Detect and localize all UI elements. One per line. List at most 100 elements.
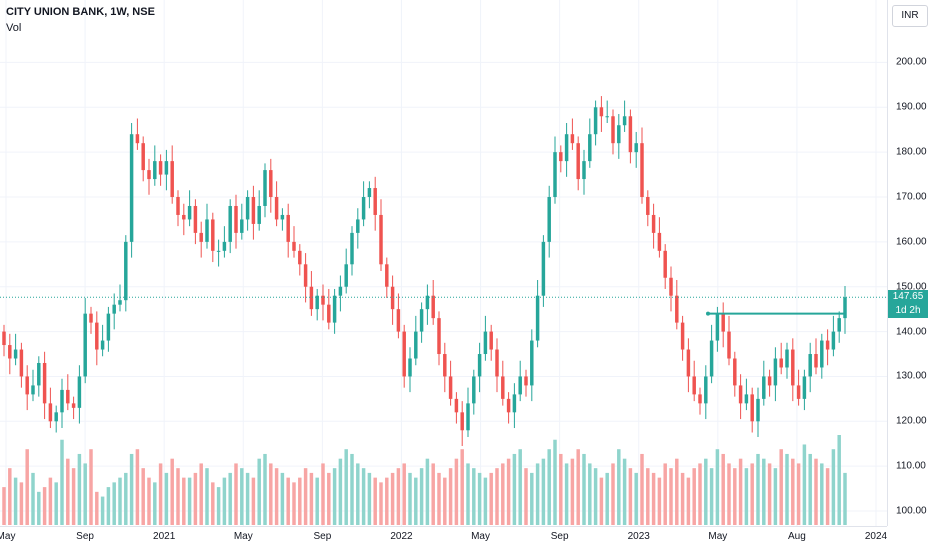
- volume-bar: [379, 482, 383, 525]
- candle-body: [617, 125, 621, 144]
- candle-body: [646, 197, 650, 215]
- volume-bar: [802, 444, 807, 525]
- volume-bar: [454, 458, 459, 525]
- candle-body: [814, 354, 818, 368]
- volume-bar: [286, 477, 290, 525]
- volume-bar: [663, 463, 667, 525]
- price-tick-label: 160.00: [896, 236, 927, 248]
- candle-body: [593, 107, 598, 135]
- time-axis[interactable]: [0, 526, 887, 551]
- candle-body: [541, 241, 546, 296]
- volume-bar: [837, 435, 841, 525]
- candle-body: [796, 385, 801, 399]
- candle-body: [31, 385, 35, 395]
- volume-bar: [216, 487, 221, 525]
- candle-body: [518, 376, 522, 395]
- volume-bar: [762, 458, 766, 525]
- candle-body: [698, 394, 702, 404]
- candle-body: [472, 376, 476, 404]
- candle-body: [216, 250, 221, 252]
- candle-body: [663, 250, 667, 278]
- volume-bar: [443, 477, 447, 525]
- volume-bar: [448, 468, 453, 525]
- volume-bar: [280, 472, 285, 525]
- volume-bar: [721, 453, 725, 525]
- candle-body: [651, 214, 656, 233]
- volume-bar: [530, 472, 534, 525]
- volume-bar: [460, 449, 464, 525]
- price-tick-label: 150.00: [896, 281, 927, 293]
- volume-bar: [263, 453, 267, 525]
- price-tick-label: 110.00: [896, 460, 926, 472]
- volume-bar: [385, 477, 389, 525]
- volume-bar: [750, 463, 754, 525]
- price-axis[interactable]: [887, 0, 932, 526]
- candle-body: [37, 362, 41, 386]
- candle-body: [506, 398, 511, 413]
- candle-body: [373, 188, 377, 215]
- volume-bar: [66, 458, 70, 525]
- volume-bar: [669, 468, 673, 525]
- volume-bar: [634, 472, 638, 525]
- candle-body: [118, 300, 122, 305]
- candle-body: [298, 250, 302, 265]
- candle-body: [199, 232, 203, 242]
- volume-bar: [570, 458, 575, 525]
- candle-body: [605, 116, 609, 118]
- candle-body: [332, 295, 337, 323]
- candle-body: [182, 214, 186, 220]
- volume-bar: [373, 477, 377, 525]
- candle-body: [588, 134, 592, 162]
- price-tick-label: 100.00: [896, 505, 927, 517]
- candle-body: [657, 232, 662, 251]
- volume-bar: [767, 463, 772, 525]
- volume-bar: [274, 468, 279, 525]
- candle-body: [524, 376, 528, 386]
- candle-body: [176, 197, 180, 215]
- volume-bar: [646, 468, 650, 525]
- currency-button[interactable]: INR: [892, 5, 928, 27]
- time-tick-label: 2024: [864, 531, 888, 542]
- volume-bar: [251, 477, 256, 525]
- candle-body: [187, 205, 192, 220]
- candle-body: [147, 170, 151, 180]
- candle-body: [791, 349, 795, 386]
- candle-body: [292, 241, 296, 251]
- candle-body: [837, 318, 841, 332]
- price-tick-label: 120.00: [896, 415, 927, 427]
- volume-bar: [553, 439, 557, 525]
- chart-area[interactable]: [0, 0, 887, 526]
- candle-body: [54, 412, 58, 422]
- candle-body: [257, 205, 261, 224]
- volume-bar: [344, 449, 348, 525]
- volume-bar: [118, 477, 122, 525]
- time-tick-label: 2021: [153, 531, 176, 542]
- time-tick-label: 2023: [627, 531, 650, 542]
- candle-body: [158, 161, 163, 175]
- candle-body: [611, 116, 615, 144]
- candle-body: [535, 295, 540, 341]
- candle-body: [477, 354, 482, 377]
- candle-body: [25, 376, 29, 395]
- volume-bar: [129, 453, 134, 525]
- candle-body: [495, 349, 499, 377]
- candle-body: [89, 313, 93, 323]
- candle-body: [95, 322, 99, 350]
- candle-body: [350, 232, 354, 265]
- candle-body: [19, 349, 24, 377]
- candle-body: [634, 143, 638, 153]
- candle-body: [709, 340, 714, 377]
- time-tick-label: May: [0, 531, 16, 542]
- volume-bar: [292, 482, 296, 525]
- candle-body: [42, 362, 47, 404]
- candle-body: [2, 331, 6, 346]
- volume-bar: [506, 458, 511, 525]
- volume-bar: [466, 463, 470, 525]
- volume-bar: [582, 453, 586, 525]
- volume-bar: [402, 463, 406, 525]
- volume-bar: [825, 468, 830, 525]
- volume-bar: [390, 472, 395, 525]
- candle-body: [240, 219, 244, 233]
- volume-bar: [222, 477, 227, 525]
- candle-body: [263, 170, 267, 206]
